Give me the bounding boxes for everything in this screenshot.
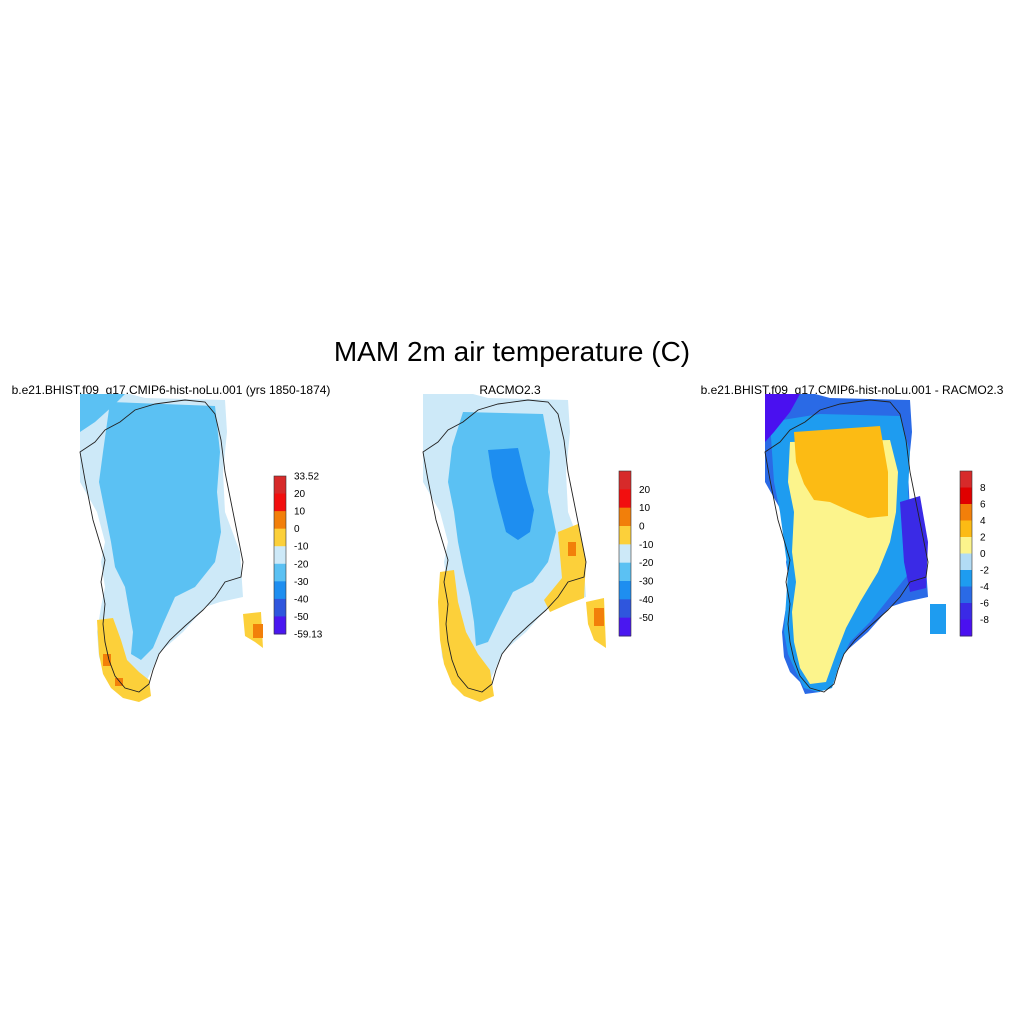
colorbar-label: -20 bbox=[294, 559, 309, 570]
colorbar-obs: 20 10 0 -10 -20 -30 -40 -50 bbox=[618, 470, 654, 637]
colorbar-label: 0 bbox=[294, 524, 300, 535]
colorbar-box bbox=[274, 476, 286, 495]
colorbar-label: -30 bbox=[294, 577, 309, 588]
region-northwest-land bbox=[80, 394, 125, 432]
colorbar-diff: 8 6 4 2 0 -2 -4 -6 -8 bbox=[959, 470, 989, 637]
region-coast-warm bbox=[438, 524, 606, 702]
colorbar-label: 20 bbox=[294, 489, 306, 500]
panel-title-model: b.e21.BHIST.f09_g17.CMIP6-hist-noLu.001 … bbox=[11, 383, 331, 397]
colorbar-box bbox=[960, 471, 972, 488]
colorbar-label: 0 bbox=[639, 522, 645, 533]
colorbar-box bbox=[619, 489, 631, 509]
colorbar-label: -40 bbox=[294, 594, 309, 605]
colorbar-box bbox=[960, 603, 972, 620]
region-ice-interior bbox=[765, 394, 928, 694]
colorbar-label: -10 bbox=[639, 540, 654, 551]
region-northwest-land bbox=[423, 394, 468, 432]
colorbar-box bbox=[960, 520, 972, 538]
colorbar-label: -50 bbox=[294, 612, 309, 623]
colorbar-box bbox=[960, 553, 972, 571]
colorbar-label: -40 bbox=[639, 595, 654, 606]
colorbar-label: 2 bbox=[980, 533, 986, 544]
colorbar-box bbox=[619, 562, 631, 582]
figure-title: MAM 2m air temperature (C) bbox=[333, 336, 691, 367]
colorbar-label: -2 bbox=[980, 566, 989, 577]
colorbar-box bbox=[619, 581, 631, 600]
colorbar-box bbox=[960, 487, 972, 505]
colorbar-box bbox=[960, 537, 972, 554]
colorbar-label: 33.52 bbox=[294, 472, 319, 483]
colorbar-box bbox=[960, 504, 972, 521]
colorbar-label: -6 bbox=[980, 599, 989, 610]
map-obs bbox=[422, 394, 606, 702]
colorbar-label: 4 bbox=[980, 516, 986, 527]
colorbar-label: -10 bbox=[294, 542, 309, 553]
colorbar-frame bbox=[959, 470, 973, 637]
colorbar-box bbox=[619, 544, 631, 564]
colorbar-label: 10 bbox=[639, 503, 651, 514]
colorbar-label: -4 bbox=[980, 582, 989, 593]
colorbar-box bbox=[619, 617, 631, 637]
colorbar-label: 8 bbox=[980, 483, 986, 494]
region-east-cold bbox=[765, 394, 946, 634]
colorbar-box bbox=[960, 586, 972, 604]
colorbar-box bbox=[619, 507, 631, 527]
colorbar-label: 0 bbox=[980, 549, 986, 560]
colorbar-box bbox=[274, 563, 286, 582]
colorbar-box bbox=[960, 619, 972, 637]
colorbar-label: -50 bbox=[639, 613, 654, 624]
colorbar-label: -8 bbox=[980, 615, 989, 626]
map-diff bbox=[764, 394, 946, 694]
colorbar-box bbox=[274, 528, 286, 547]
colorbar-box bbox=[274, 511, 286, 530]
panel-title-diff: b.e21.BHIST.f09_g17.CMIP6-hist-noLu.001 … bbox=[700, 383, 1004, 397]
colorbar-model: 33.52 20 10 0 -10 -20 -30 -40 -50 -59.13 bbox=[273, 472, 323, 641]
colorbar-frame bbox=[273, 475, 287, 635]
colorbar-label: 20 bbox=[639, 485, 651, 496]
colorbar-box bbox=[619, 599, 631, 619]
colorbar-box bbox=[274, 598, 286, 617]
map-model bbox=[79, 394, 263, 702]
colorbar-label: -20 bbox=[639, 558, 654, 569]
colorbar-box bbox=[274, 546, 286, 565]
colorbar-label: -30 bbox=[639, 577, 654, 588]
region-ice-interior bbox=[423, 394, 586, 694]
colorbar-box bbox=[274, 616, 286, 635]
coastline bbox=[764, 399, 929, 693]
colorbar-label: -59.13 bbox=[294, 630, 323, 641]
colorbar-box bbox=[619, 526, 631, 545]
panel-title-obs: RACMO2.3 bbox=[479, 383, 541, 397]
region-ice-interior bbox=[80, 394, 243, 694]
region-coast-warm bbox=[97, 612, 263, 702]
colorbar-label: 10 bbox=[294, 507, 306, 518]
coastline bbox=[79, 399, 244, 693]
colorbar-box bbox=[274, 493, 286, 512]
coastline bbox=[422, 399, 587, 693]
colorbar-frame bbox=[618, 470, 632, 637]
colorbar-box bbox=[619, 471, 631, 490]
colorbar-box bbox=[960, 570, 972, 587]
colorbar-label: 6 bbox=[980, 500, 986, 511]
colorbar-box bbox=[274, 581, 286, 600]
